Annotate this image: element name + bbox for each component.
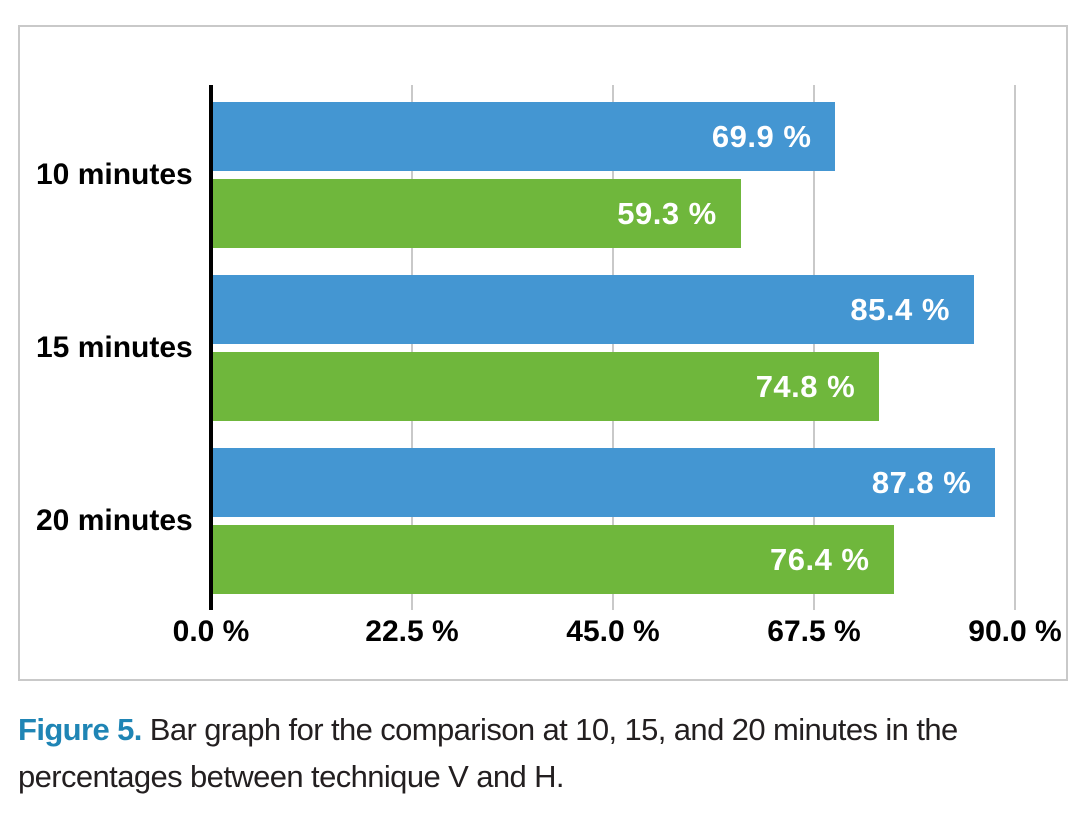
category-label: 10 minutes [36,158,193,191]
bar-technique-v: 85.4 % [211,275,974,344]
gridline [1014,85,1016,610]
x-tick-label: 67.5 % [767,615,861,648]
bar-value-label: 69.9 % [711,118,812,154]
figure-caption: Figure 5. Bar graph for the comparison a… [18,706,1032,800]
category-label: 20 minutes [36,504,193,537]
bar-technique-h: 59.3 % [211,179,741,248]
gridline [813,85,815,610]
gridline [411,85,413,610]
bar-value-label: 85.4 % [850,291,950,327]
category-label: 15 minutes [36,331,193,364]
bar-technique-v: 69.9 % [211,102,836,171]
x-tick-label: 45.0 % [566,615,660,648]
gridline [612,85,614,610]
plot-area: 69.9 % 59.3 % 85.4 % 74.8 % 87.8 % 76.4 % [209,85,1016,610]
x-tick-label: 0.0 % [172,615,250,648]
figure-caption-label: Figure 5. [18,712,142,747]
figure-chart-frame: 69.9 % 59.3 % 85.4 % 74.8 % 87.8 % 76.4 % 10 … [18,25,1068,681]
bar-value-label: 76.4 % [769,541,870,577]
x-tick-label: 22.5 % [365,615,459,648]
bar-value-label: 74.8 % [755,368,856,404]
bar-technique-h: 76.4 % [211,525,894,594]
bar-technique-h: 74.8 % [211,352,880,421]
bar-value-label: 87.8 % [871,464,972,500]
y-axis-line [209,85,213,610]
bar-technique-v: 87.8 % [211,448,996,517]
x-tick-label: 90.0 % [968,615,1062,648]
figure-caption-text: Bar graph for the comparison at 10, 15, … [18,712,958,794]
bar-value-label: 59.3 % [617,195,717,231]
